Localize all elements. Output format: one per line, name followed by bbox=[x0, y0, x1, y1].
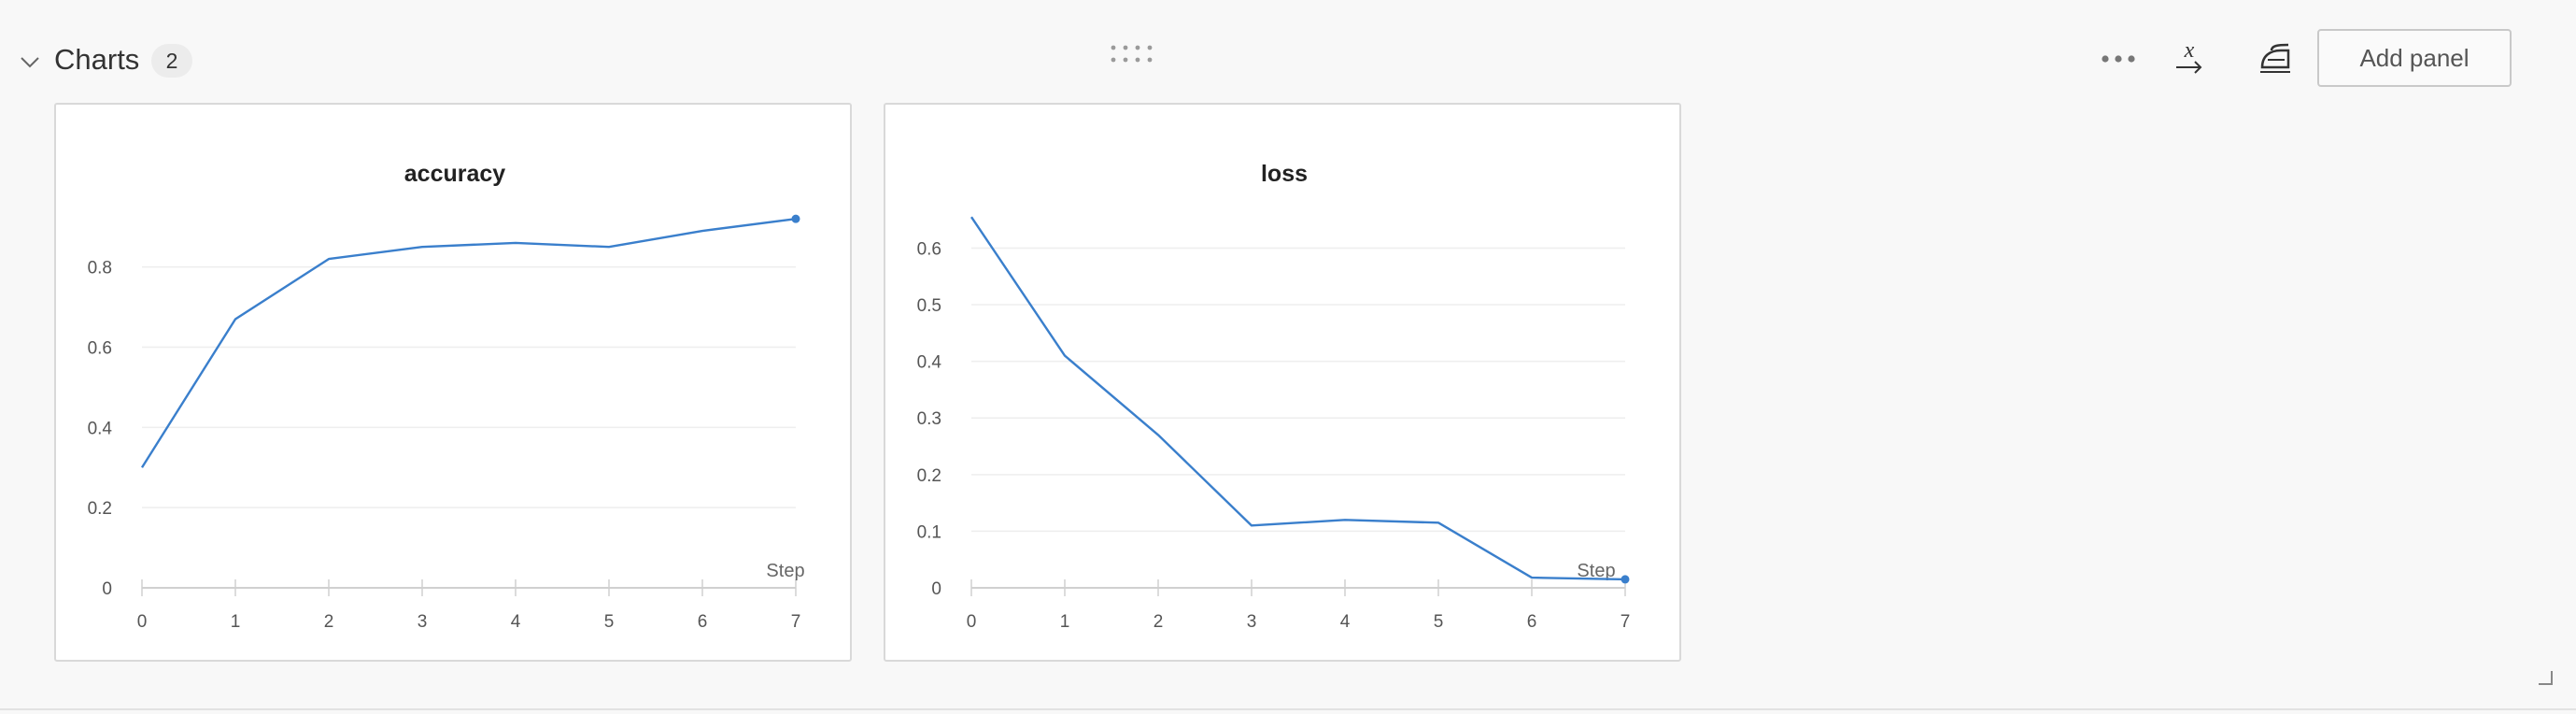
y-tick-label: 0.5 bbox=[917, 296, 941, 316]
x-tick-label: 1 bbox=[231, 612, 241, 632]
y-tick-label: 0.1 bbox=[917, 522, 941, 542]
accuracy-chart: accuracy 0 0.2 0.4 0.6 0.8 0 1 2 3 4 5 6 7 Step bbox=[88, 161, 805, 632]
x-tick-label: 4 bbox=[1340, 612, 1351, 632]
chevron-down-icon[interactable] bbox=[19, 50, 41, 73]
chart-title: accuracy bbox=[404, 161, 506, 187]
x-tick-label: 7 bbox=[1621, 612, 1631, 632]
x-tick-label: 2 bbox=[1154, 612, 1164, 632]
x-axis-label: Step bbox=[1577, 561, 1615, 581]
y-tick-label: 0.2 bbox=[917, 466, 941, 486]
section-divider bbox=[0, 708, 2576, 710]
x-tick-label: 7 bbox=[791, 612, 801, 632]
add-panel-button[interactable]: Add panel bbox=[2317, 29, 2512, 87]
y-tick-label: 0 bbox=[102, 579, 112, 599]
svg-text:x: x bbox=[2184, 39, 2195, 63]
panel-count-badge: 2 bbox=[151, 44, 192, 78]
x-axis-icon[interactable]: x bbox=[2173, 39, 2206, 77]
clean-iron-icon[interactable] bbox=[2257, 41, 2294, 75]
series-line bbox=[970, 216, 1626, 581]
y-tick-label: 0.4 bbox=[917, 353, 942, 373]
last-point-marker bbox=[1621, 575, 1630, 584]
y-tick-label: 0.2 bbox=[88, 499, 112, 519]
x-tick-label: 3 bbox=[418, 612, 428, 632]
x-tick-label: 0 bbox=[137, 612, 148, 632]
loss-chart: loss 0 0.1 0.2 0.3 0.4 0.5 0.6 0 1 2 3 4 5 6 7 Step bbox=[917, 161, 1631, 632]
x-tick-label: 2 bbox=[324, 612, 334, 632]
chart-panel-accuracy[interactable]: accuracy 0 0.2 0.4 0.6 0.8 0 1 2 3 4 5 6 7 Step bbox=[54, 103, 852, 662]
chart-panel-loss[interactable]: loss 0 0.1 0.2 0.3 0.4 0.5 0.6 0 1 2 3 4 5 6 7 Step bbox=[884, 103, 1681, 662]
last-point-marker bbox=[791, 214, 800, 223]
x-axis-label: Step bbox=[766, 561, 804, 581]
x-tick-label: 5 bbox=[604, 612, 615, 632]
y-tick-label: 0 bbox=[931, 579, 941, 599]
drag-handle-icon[interactable] bbox=[1110, 43, 1158, 65]
x-tick-label: 1 bbox=[1060, 612, 1070, 632]
resize-corner-icon[interactable] bbox=[2537, 669, 2554, 686]
x-tick-label: 5 bbox=[1434, 612, 1444, 632]
section-header: Charts 2 x Add panel bbox=[0, 0, 2576, 103]
y-tick-label: 0.8 bbox=[88, 259, 112, 278]
more-horizontal-icon[interactable] bbox=[2100, 45, 2137, 73]
section-title[interactable]: Charts bbox=[54, 43, 140, 76]
x-tick-label: 4 bbox=[511, 612, 521, 632]
x-tick-label: 0 bbox=[967, 612, 977, 632]
x-tick-label: 3 bbox=[1247, 612, 1257, 632]
y-tick-label: 0.4 bbox=[88, 419, 113, 438]
chart-title: loss bbox=[1261, 161, 1308, 187]
series-line bbox=[140, 217, 797, 468]
y-tick-label: 0.6 bbox=[88, 339, 112, 359]
x-tick-label: 6 bbox=[1527, 612, 1537, 632]
y-tick-label: 0.3 bbox=[917, 409, 941, 429]
x-tick-label: 6 bbox=[698, 612, 708, 632]
y-tick-label: 0.6 bbox=[917, 239, 941, 259]
